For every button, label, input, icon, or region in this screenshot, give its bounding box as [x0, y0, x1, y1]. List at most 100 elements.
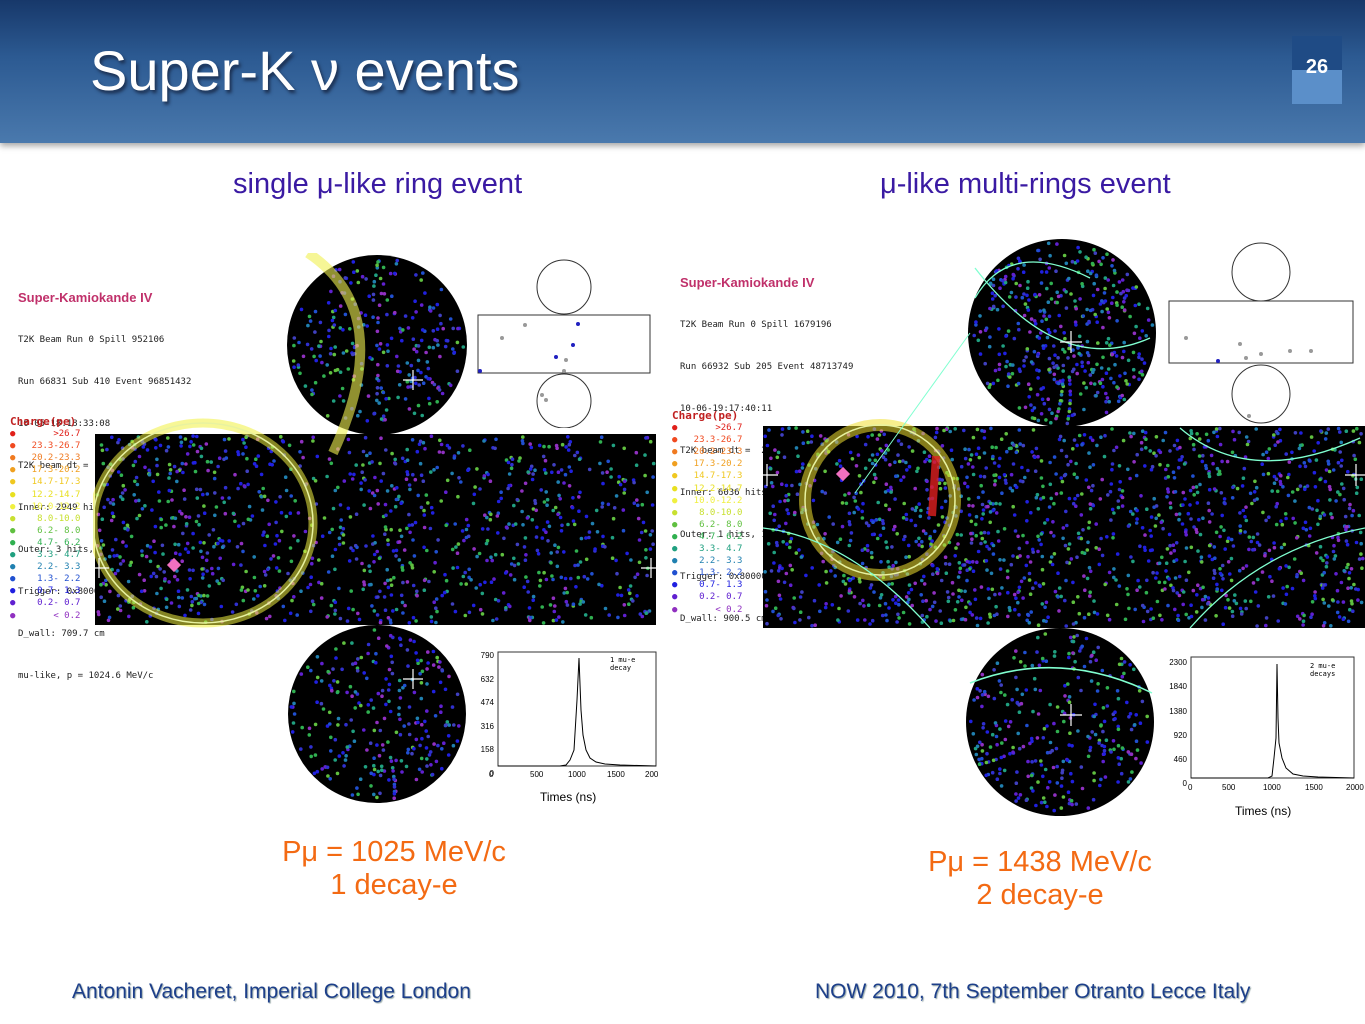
- pmt-hit: [528, 442, 532, 446]
- pmt-hit: [450, 705, 455, 709]
- pmt-hit: [369, 784, 373, 788]
- pmt-hit: [1122, 300, 1126, 304]
- pmt-hit: [212, 476, 217, 481]
- pmt-hit: [1243, 599, 1248, 603]
- pmt-hit: [353, 706, 358, 710]
- pmt-hit: [1070, 413, 1075, 418]
- pmt-hit: [1063, 543, 1068, 548]
- pmt-hit: [1281, 485, 1285, 489]
- pmt-hit: [545, 503, 549, 507]
- pmt-hit: [221, 578, 225, 583]
- pmt-hit: [995, 742, 999, 747]
- legend-item: ● 2.2- 3.3: [672, 556, 743, 567]
- pmt-hit: [1160, 555, 1164, 560]
- pmt-hit: [176, 595, 181, 600]
- pmt-hit: [1226, 536, 1231, 540]
- pmt-hit: [418, 461, 423, 466]
- pmt-hit: [345, 745, 350, 749]
- pmt-hit: [420, 328, 425, 332]
- pmt-hit: [824, 569, 828, 574]
- pmt-hit: [1199, 560, 1204, 564]
- pmt-hit: [407, 523, 412, 528]
- pmt-hit: [1174, 541, 1179, 545]
- pmt-hit: [1105, 535, 1109, 539]
- pmt-hit: [587, 535, 591, 540]
- pmt-hit: [1203, 618, 1208, 622]
- pmt-hit: [540, 605, 544, 609]
- pmt-hit: [1267, 447, 1272, 451]
- pmt-hit: [482, 474, 487, 478]
- pmt-hit: [133, 459, 138, 464]
- pmt-hit: [356, 611, 360, 616]
- legend-item: ● 0.7- 1.3: [672, 580, 743, 591]
- pmt-hit: [1146, 318, 1151, 322]
- pmt-hit: [1081, 528, 1085, 532]
- pmt-hit: [1319, 429, 1323, 433]
- pmt-hit: [906, 591, 911, 595]
- pmt-hit: [525, 516, 530, 520]
- pmt-hit: [375, 743, 379, 747]
- pmt-hit: [986, 531, 991, 535]
- pmt-hit: [917, 543, 921, 547]
- pmt-hit: [366, 394, 371, 398]
- pmt-hit: [1037, 663, 1042, 668]
- pmt-hit: [1092, 247, 1096, 252]
- pmt-hit: [1037, 538, 1041, 542]
- pmt-hit: [901, 610, 906, 615]
- pmt-hit: [575, 450, 580, 455]
- pmt-hit: [185, 541, 190, 546]
- pmt-hit: [390, 484, 394, 488]
- pmt-hit: [431, 649, 436, 654]
- pmt-hit: [121, 483, 126, 488]
- pmt-hit: [460, 529, 465, 533]
- pmt-hit: [111, 514, 116, 519]
- legend-item: ● 3.3- 4.7: [10, 550, 81, 561]
- pmt-hit: [798, 595, 803, 599]
- pmt-hit: [420, 736, 424, 741]
- pmt-hit: [464, 535, 469, 540]
- pmt-hit: [425, 682, 429, 686]
- pmt-hit: [1192, 447, 1196, 452]
- pmt-hit: [977, 757, 981, 762]
- pmt-hit: [1080, 364, 1085, 368]
- pmt-hit: [1153, 524, 1158, 528]
- pmt-hit: [452, 350, 457, 355]
- pmt-hit: [299, 747, 303, 751]
- pmt-hit: [150, 508, 154, 512]
- pmt-hit: [1084, 255, 1088, 259]
- pmt-hit: [480, 612, 485, 616]
- pmt-hit: [965, 475, 969, 480]
- pmt-hit: [629, 558, 633, 562]
- pmt-hit: [1088, 507, 1093, 511]
- pmt-hit: [1244, 606, 1248, 611]
- pmt-hit: [475, 554, 479, 559]
- pmt-hit: [1270, 489, 1274, 493]
- pmt-hit: [884, 613, 888, 617]
- pmt-hit: [1195, 530, 1199, 535]
- pmt-hit: [1342, 497, 1346, 502]
- pmt-hit: [1024, 798, 1029, 802]
- pmt-hit: [993, 592, 997, 597]
- pmt-hit: [1052, 654, 1057, 658]
- pmt-hit: [1084, 636, 1089, 641]
- pmt-hit: [167, 580, 171, 584]
- pmt-hit: [408, 530, 412, 535]
- pmt-hit: [327, 334, 331, 339]
- pmt-hit: [571, 519, 576, 523]
- pmt-hit: [1012, 592, 1017, 597]
- pmt-hit: [548, 603, 553, 607]
- pmt-hit: [1298, 484, 1303, 488]
- pmt-hit: [319, 581, 324, 586]
- pmt-hit: [1039, 412, 1044, 416]
- pmt-hit: [377, 556, 382, 561]
- pmt-hit: [386, 688, 391, 692]
- pmt-hit: [1039, 476, 1044, 480]
- pmt-hit: [1069, 459, 1073, 464]
- pmt-hit: [205, 594, 210, 598]
- pmt-hit: [405, 526, 409, 531]
- pmt-hit: [1110, 427, 1114, 431]
- pmt-hit: [980, 428, 984, 433]
- pmt-hit: [1018, 283, 1022, 288]
- pmt-hit: [1002, 473, 1007, 477]
- pmt-hit: [942, 428, 946, 433]
